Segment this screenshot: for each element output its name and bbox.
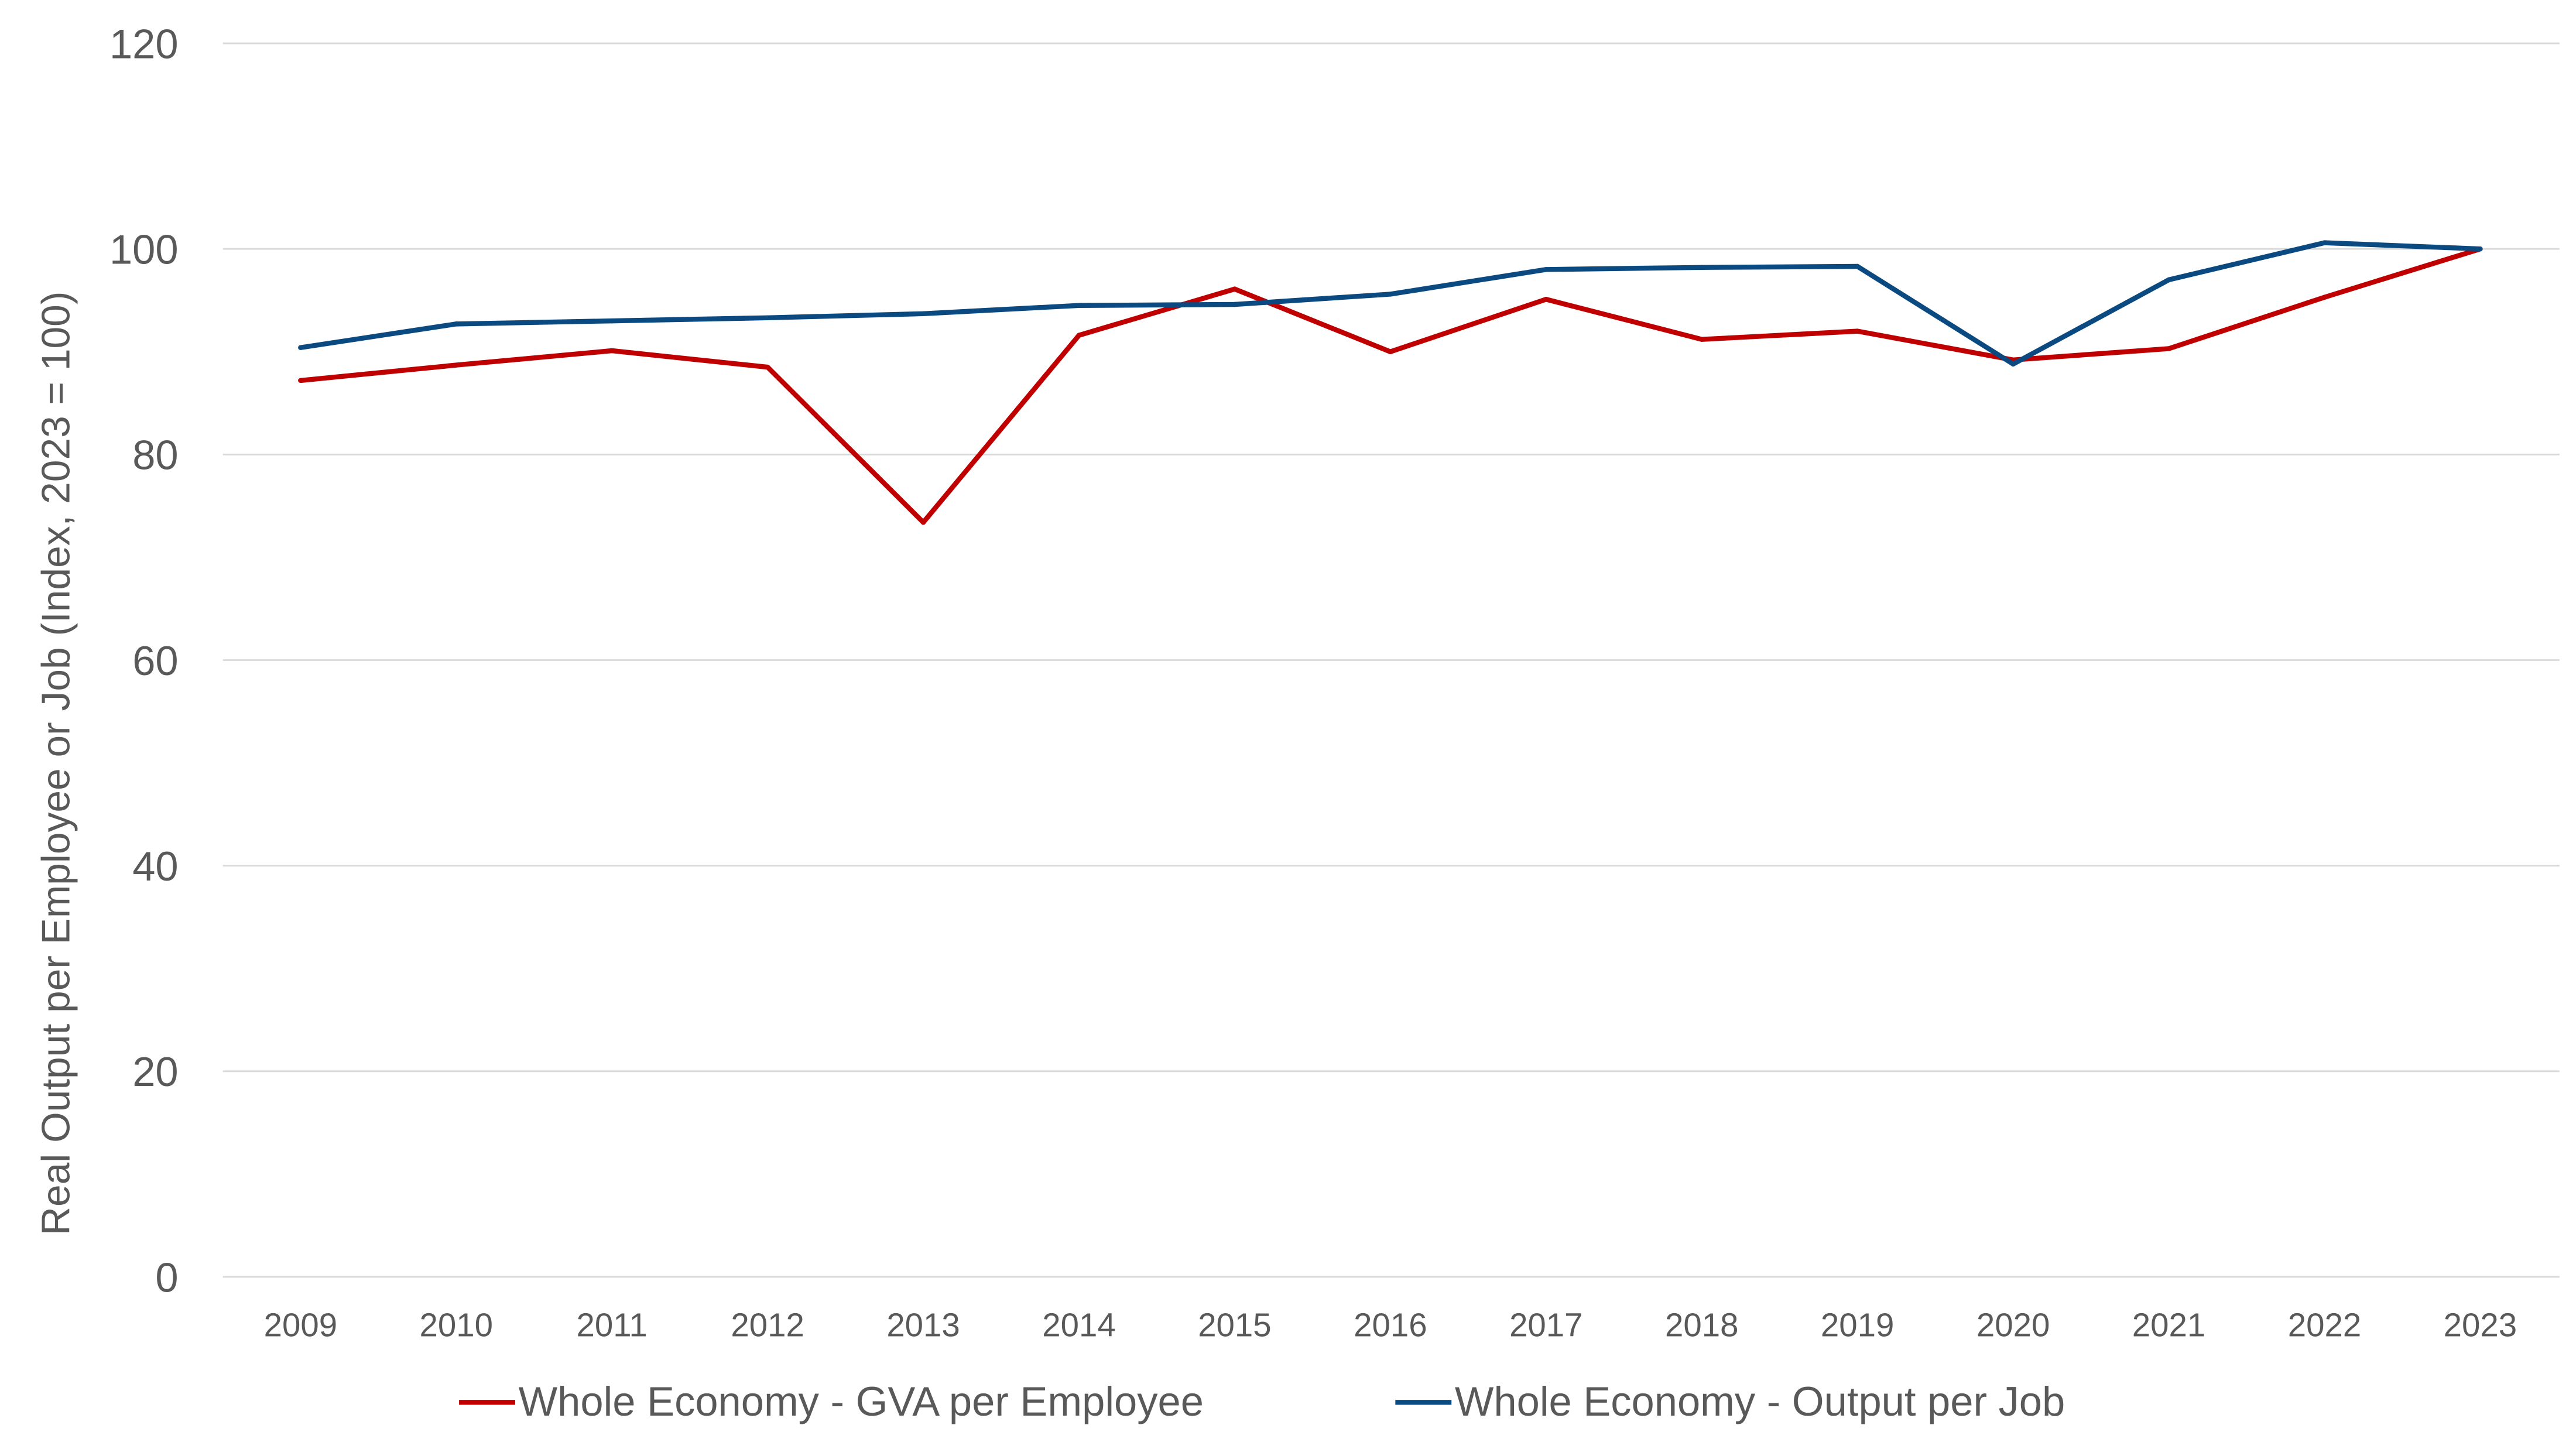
x-tick-label: 2011 [577, 1307, 648, 1344]
data-point [1855, 328, 1860, 334]
data-point [765, 364, 770, 370]
data-point [298, 378, 303, 383]
data-point [765, 315, 770, 321]
data-point [1232, 302, 1238, 307]
data-point [2166, 346, 2171, 351]
legend-item: Whole Economy - GVA per Employee [459, 1378, 1204, 1424]
data-point [1388, 349, 1393, 354]
series-lines [298, 240, 2483, 525]
x-tick-label: 2012 [731, 1307, 804, 1344]
data-point [1388, 292, 1393, 297]
data-point [1855, 263, 1860, 269]
y-tick-label: 40 [132, 843, 178, 889]
x-tick-label: 2018 [1665, 1307, 1738, 1344]
y-tick-label: 80 [132, 432, 178, 478]
legend: Whole Economy - GVA per Employee Whole Ec… [459, 1378, 2065, 1424]
x-tick-label: 2022 [2288, 1307, 2361, 1344]
x-tick-label: 2013 [886, 1307, 960, 1344]
x-tick-label: 2016 [1354, 1307, 1427, 1344]
x-tick-label: 2015 [1198, 1307, 1271, 1344]
data-point [609, 348, 615, 354]
data-point [454, 362, 459, 368]
x-tick-label: 2021 [2132, 1307, 2205, 1344]
data-point [1543, 267, 1549, 272]
gridlines [222, 42, 2560, 1278]
data-point [1076, 333, 1082, 338]
y-axis-label: Real Output per Employee or Job (Index, … [34, 292, 78, 1235]
x-tick-label: 2020 [1976, 1307, 2050, 1344]
data-point [2010, 361, 2016, 367]
x-tick-label: 2019 [1821, 1307, 1894, 1344]
data-point [1543, 296, 1549, 302]
x-tick-label: 2010 [420, 1307, 493, 1344]
x-tick-label: 2014 [1042, 1307, 1115, 1344]
data-point [454, 321, 459, 327]
data-point [2322, 240, 2327, 245]
data-point [2322, 294, 2327, 300]
data-point [1699, 265, 1704, 270]
data-point [609, 318, 615, 324]
data-point [2166, 277, 2171, 283]
legend-label: Whole Economy - GVA per Employee [519, 1378, 1204, 1424]
legend-item: Whole Economy - Output per Job [1395, 1378, 2065, 1424]
data-point [2478, 246, 2483, 252]
y-tick-label: 60 [132, 638, 178, 684]
data-point [1232, 286, 1238, 292]
y-tick-label: 0 [155, 1254, 178, 1300]
data-point [920, 519, 926, 525]
y-tick-label: 20 [132, 1049, 178, 1095]
legend-label: Whole Economy - Output per Job [1455, 1378, 2065, 1424]
data-point [920, 311, 926, 317]
x-tick-label: 2023 [2444, 1307, 2517, 1344]
data-point [298, 345, 303, 350]
y-tick-label: 100 [109, 227, 179, 273]
data-point [1699, 337, 1704, 342]
y-axis-ticks: 0 20 40 60 80 100 120 [109, 20, 179, 1300]
y-tick-label: 120 [109, 20, 179, 67]
x-tick-label: 2017 [1509, 1307, 1582, 1344]
data-point [1076, 303, 1082, 308]
x-axis-ticks: 2009 2010 2011 2012 2013 2014 2015 2016 2017 2018… [264, 1307, 2517, 1344]
x-tick-label: 2009 [264, 1307, 337, 1344]
series-line-2 [300, 240, 2481, 367]
